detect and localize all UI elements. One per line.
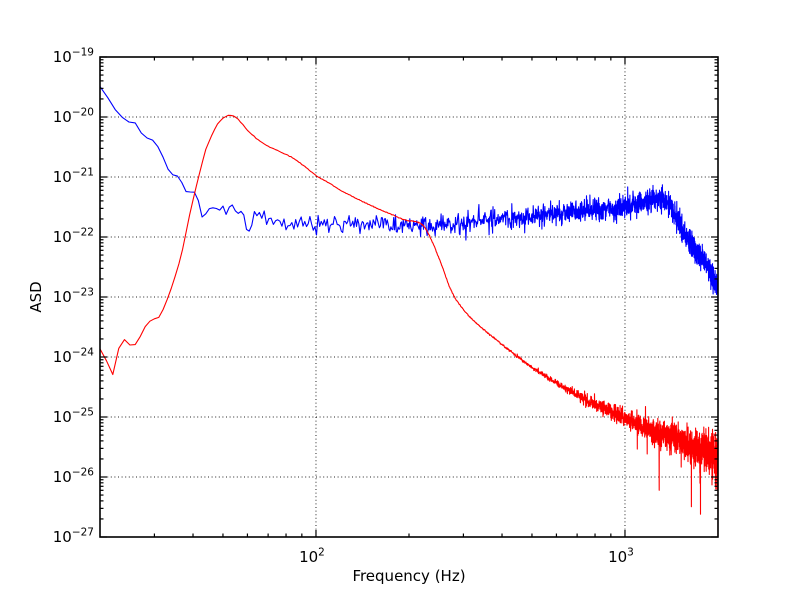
- tick-label: 102: [299, 547, 325, 567]
- data-series: [100, 86, 718, 537]
- x-axis-label: Frequency (Hz): [352, 567, 465, 585]
- tick-label: 10−27: [53, 527, 94, 547]
- series-blue-noisy-spectrum: [100, 86, 718, 302]
- tick-label: 103: [608, 547, 634, 567]
- tick-label: 10−21: [53, 167, 94, 187]
- series-red-model-spectrum: [100, 114, 718, 537]
- tick-label: 10−25: [53, 407, 94, 427]
- tick-label: 10−22: [53, 227, 94, 247]
- tick-label: 10−20: [53, 107, 94, 127]
- axis-ticks: [100, 56, 718, 538]
- y-axis-label: ASD: [27, 281, 45, 312]
- tick-label: 10−19: [53, 47, 94, 67]
- axis-tick-labels: 102 103 10−19 10−20 10−21 10−22 10−23 10−24 10−2…: [53, 47, 634, 567]
- tick-label: 10−26: [53, 467, 95, 487]
- tick-label: 10−24: [53, 347, 95, 367]
- tick-label: 10−23: [53, 287, 94, 307]
